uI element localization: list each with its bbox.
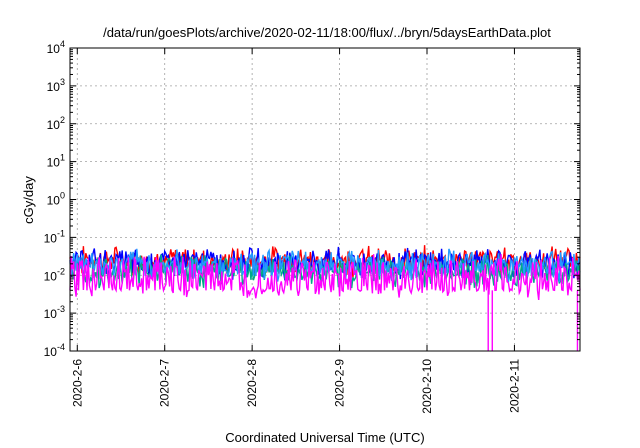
series-layer (69, 245, 581, 351)
y-tick-label: 10-3 (44, 304, 65, 321)
x-tick-label: 2020-2-9 (333, 359, 347, 407)
x-tick-label: 2020-2-11 (507, 359, 521, 413)
y-tick-exponent: 0 (60, 191, 65, 201)
x-tick-labels: 2020-2-6 2020-2-7 2020-2-8 2020-2-9 2020-2-1… (70, 359, 521, 414)
x-tick-label: 2020-2-8 (245, 359, 259, 407)
y-tick-label: 10-2 (44, 266, 65, 283)
y-tick-label: 101 (47, 153, 65, 170)
y-tick-label: 102 (47, 115, 65, 132)
y-tick-exponent: 4 (60, 39, 65, 49)
chart-title: /data/run/goesPlots/archive/2020-02-11/1… (103, 25, 551, 40)
grid (70, 48, 580, 351)
y-axis-label: cGy/day (21, 176, 36, 224)
y-tick-label: 104 (47, 39, 65, 56)
y-tick-label: 10-4 (44, 342, 65, 359)
y-tick-exponent: -1 (57, 228, 65, 238)
x-tick-label: 2020-2-10 (420, 359, 434, 414)
y-tick-label: 100 (47, 191, 65, 208)
y-tick-exponent: 2 (60, 115, 65, 125)
series-line-4 (69, 248, 581, 283)
ticks (70, 47, 580, 352)
y-tick-exponent: -3 (57, 304, 65, 314)
y-tick-label: 10-1 (44, 228, 65, 245)
series-line-2 (69, 246, 581, 281)
x-axis-label: Coordinated Universal Time (UTC) (225, 430, 424, 445)
series-line-5 (69, 254, 581, 300)
y-tick-exponent: -2 (57, 266, 65, 276)
y-tick-exponent: -4 (57, 342, 65, 352)
y-tick-label: 103 (47, 77, 65, 94)
x-tick-label: 2020-2-7 (158, 359, 172, 407)
y-tick-exponent: 1 (60, 153, 65, 163)
x-tick-label: 2020-2-6 (70, 359, 84, 407)
y-tick-exponent: 3 (60, 77, 65, 87)
